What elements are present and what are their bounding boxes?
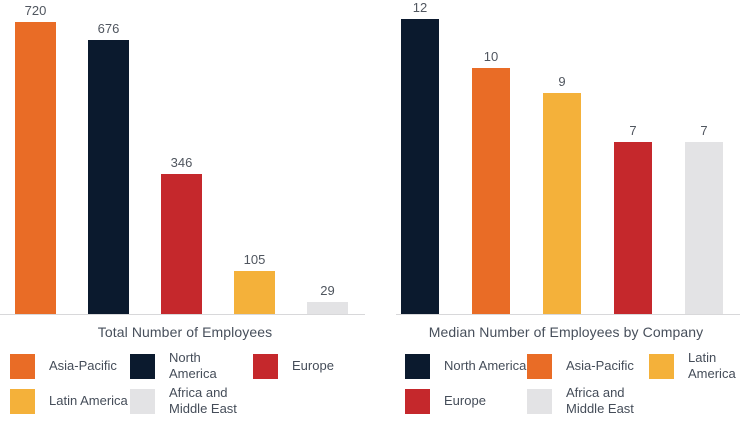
legend-item-europe: Europe	[405, 388, 486, 414]
legend-item-europe: Europe	[253, 353, 334, 379]
legend-color-swatch	[527, 388, 552, 414]
bar-group-africa-and-middle-east: 29	[307, 284, 348, 314]
legend-label: Europe	[292, 357, 334, 373]
bar-value-label: 7	[629, 123, 637, 138]
bar-group-europe: 346	[161, 156, 202, 314]
bar-asia-pacific	[15, 22, 56, 314]
x-axis-line	[0, 314, 365, 315]
bar-group-asia-pacific: 720	[15, 4, 56, 314]
bar-group-europe: 7	[614, 124, 652, 314]
bar-africa-and-middle-east	[307, 302, 348, 314]
legend-label: Latin America	[688, 349, 736, 381]
legend-color-swatch	[130, 388, 155, 414]
bar-value-label: 105	[243, 252, 266, 267]
legend-label: Asia-Pacific	[566, 357, 634, 373]
bar-value-label: 346	[170, 155, 193, 170]
legend-label: Africa and Middle East	[566, 384, 634, 416]
legend-color-swatch	[527, 353, 552, 379]
legend-color-swatch	[405, 388, 430, 414]
legend-color-swatch	[10, 353, 35, 379]
legend-item-latin-america: Latin America	[649, 350, 736, 381]
legend-item-north-america: North America	[405, 353, 526, 379]
legend-color-swatch	[10, 388, 35, 414]
panel-median-employees: 12 10 9 7 7 Median Number of Employees by Co…	[370, 0, 740, 426]
bar-asia-pacific	[472, 68, 510, 314]
legend-label: Latin America	[49, 392, 128, 408]
bar-value-label: 29	[320, 283, 335, 298]
bar-value-label: 676	[97, 21, 120, 36]
panel-total-employees: 720 676 346 105 29 Total Number of Employees…	[0, 0, 370, 416]
legend-item-asia-pacific: Asia-Pacific	[10, 353, 117, 379]
legend-color-swatch	[253, 353, 278, 379]
legend-item-north-america: North America	[130, 350, 217, 381]
legend-color-swatch	[130, 353, 155, 379]
bar-group-north-america: 12	[401, 1, 439, 314]
legend-item-latin-america: Latin America	[10, 388, 128, 414]
legend-label: Europe	[444, 392, 486, 408]
legend-label: North America	[444, 357, 527, 373]
chart-title-total-employees: Total Number of Employees	[97, 324, 273, 340]
legend-label: Africa and Middle East	[169, 384, 237, 416]
legend-color-swatch	[405, 353, 430, 379]
bar-value-label: 720	[24, 3, 47, 18]
plot-median-employees: 12 10 9 7 7	[370, 0, 740, 315]
bar-value-label: 9	[558, 74, 566, 89]
x-axis-line	[396, 314, 740, 315]
bar-group-asia-pacific: 10	[472, 50, 510, 314]
bar-europe	[161, 174, 202, 314]
plot-total-employees: 720 676 346 105 29	[0, 0, 370, 315]
bar-group-latin-america: 9	[543, 75, 581, 314]
bar-value-label: 10	[483, 49, 499, 64]
bar-group-latin-america: 105	[234, 253, 275, 314]
bar-europe	[614, 142, 652, 314]
bar-latin-america	[543, 93, 581, 314]
bar-value-label: 12	[412, 0, 428, 15]
legend-color-swatch	[649, 353, 674, 379]
legend-item-africa-and-middle-east: Africa and Middle East	[527, 385, 634, 416]
bar-value-label: 7	[700, 123, 708, 138]
bar-latin-america	[234, 271, 275, 314]
legend-label: North America	[169, 349, 217, 381]
bar-group-africa-and-middle-east: 7	[685, 124, 723, 314]
bar-group-north-america: 676	[88, 22, 129, 314]
bar-north-america	[88, 40, 129, 314]
bar-north-america	[401, 19, 439, 314]
legend-label: Asia-Pacific	[49, 357, 117, 373]
legend-item-asia-pacific: Asia-Pacific	[527, 353, 634, 379]
chart-title-median-employees: Median Number of Employees by Company	[428, 324, 704, 340]
legend-item-africa-and-middle-east: Africa and Middle East	[130, 385, 237, 416]
bar-africa-and-middle-east	[685, 142, 723, 314]
